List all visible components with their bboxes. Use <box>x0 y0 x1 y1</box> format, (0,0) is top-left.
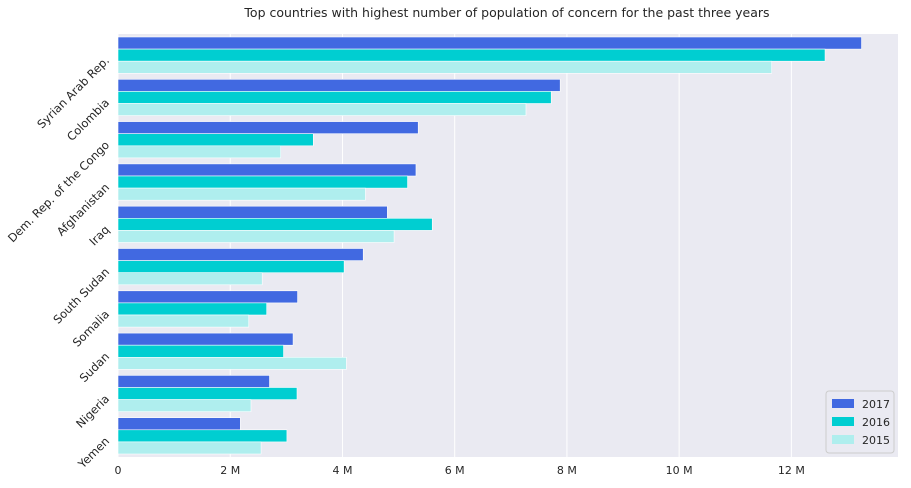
bar-2016-1 <box>117 91 552 104</box>
bars <box>117 36 862 455</box>
legend-swatch-2017 <box>832 399 854 408</box>
x-tick-label: 8 M <box>557 464 577 477</box>
bar-2017-5 <box>117 248 364 261</box>
bar-2016-7 <box>117 344 284 358</box>
bar-2017-9 <box>117 417 241 431</box>
legend-label: 2016 <box>862 416 890 429</box>
x-tick-label: 2 M <box>220 464 240 477</box>
y-tick-label: Syrian Arab Rep. <box>34 53 112 131</box>
bar-2015-0 <box>117 60 773 74</box>
y-tick-label: Iraq <box>86 223 112 249</box>
bar-2015-9 <box>117 441 262 455</box>
bar-2015-1 <box>117 103 527 116</box>
x-tick-label: 4 M <box>332 464 352 477</box>
bar-2016-0 <box>117 48 826 62</box>
bar-2016-3 <box>117 175 408 189</box>
y-tick-label: Sudan <box>77 349 113 385</box>
bar-2017-0 <box>117 36 862 50</box>
bar-2016-4 <box>117 218 433 231</box>
bar-2015-8 <box>117 399 252 413</box>
x-tick-label: 10 M <box>666 464 693 477</box>
bar-2016-2 <box>117 133 314 147</box>
bar-2017-8 <box>117 375 270 388</box>
legend-swatch-2016 <box>832 417 854 426</box>
bar-2016-9 <box>117 429 288 443</box>
legend: 2017 2016 2015 <box>825 390 895 454</box>
bar-2017-2 <box>117 121 419 134</box>
bar-2017-4 <box>117 205 388 219</box>
bar-2015-5 <box>117 272 263 286</box>
legend-label: 2015 <box>862 434 890 447</box>
bar-2016-8 <box>117 387 298 400</box>
bar-2017-1 <box>117 79 561 92</box>
chart-title: Top countries with highest number of pop… <box>243 5 769 20</box>
bar-2016-5 <box>117 260 345 274</box>
x-tick-label: 12 M <box>778 464 805 477</box>
bar-2015-3 <box>117 187 366 201</box>
y-tick-label: Yemen <box>75 434 113 472</box>
y-tick-label: Somalia <box>70 307 112 349</box>
bar-2015-6 <box>117 314 250 328</box>
bar-2016-6 <box>117 302 268 316</box>
bar-2017-6 <box>117 290 298 304</box>
bar-2015-2 <box>117 145 282 159</box>
legend-swatch-2015 <box>832 435 854 444</box>
bar-2015-7 <box>117 356 347 370</box>
bar-2017-7 <box>117 332 294 346</box>
legend-label: 2017 <box>862 398 890 411</box>
y-tick-label: Nigeria <box>73 392 112 431</box>
x-tick-label: 0 <box>115 464 122 477</box>
bar-2015-4 <box>117 230 395 243</box>
x-tick-label: 6 M <box>445 464 465 477</box>
bar-2017-3 <box>117 163 417 177</box>
x-tick-labels: 0 2 M 4 M 6 M 8 M 10 M 12 M <box>115 464 805 477</box>
